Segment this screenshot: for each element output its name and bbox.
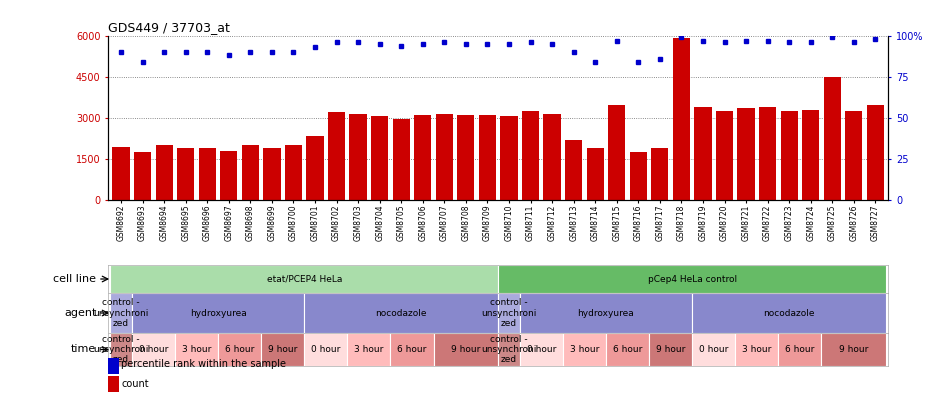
Bar [778, 333, 822, 366]
Text: nocodazole: nocodazole [763, 308, 815, 318]
Bar [110, 293, 132, 333]
Bar [220, 151, 238, 200]
Bar [738, 108, 755, 200]
Text: hydroxyurea: hydroxyurea [190, 308, 246, 318]
Bar [780, 111, 798, 200]
Bar [606, 333, 649, 366]
Bar [692, 293, 886, 333]
Bar [498, 333, 520, 366]
Bar [306, 135, 323, 200]
Bar [433, 333, 498, 366]
Bar [177, 148, 195, 200]
Bar [673, 38, 690, 200]
Text: 9 hour: 9 hour [656, 345, 685, 354]
Text: 3 hour: 3 hour [181, 345, 212, 354]
Text: 6 hour: 6 hour [613, 345, 642, 354]
Bar [132, 333, 175, 366]
Bar [263, 148, 280, 200]
Text: 3 hour: 3 hour [570, 345, 599, 354]
Bar [716, 111, 733, 200]
Text: 6 hour: 6 hour [785, 345, 815, 354]
Text: nocodazole: nocodazole [375, 308, 427, 318]
Bar [134, 152, 151, 200]
Text: 9 hour: 9 hour [839, 345, 869, 354]
Text: 3 hour: 3 hour [354, 345, 384, 354]
Text: 0 hour: 0 hour [699, 345, 728, 354]
Bar [735, 333, 778, 366]
Text: control -
unsynchroni
zed: control - unsynchroni zed [93, 298, 149, 328]
Text: cell line: cell line [54, 274, 97, 284]
Bar [522, 111, 540, 200]
Bar [328, 112, 345, 200]
Bar [198, 148, 216, 200]
Bar [759, 107, 776, 200]
Text: control -
unsynchroni
zed: control - unsynchroni zed [481, 335, 537, 364]
Bar [845, 111, 862, 200]
Bar [692, 333, 735, 366]
Bar [630, 152, 647, 200]
Bar [436, 114, 453, 200]
Bar [695, 107, 712, 200]
Text: control -
unsynchroni
zed: control - unsynchroni zed [93, 335, 149, 364]
Bar [110, 265, 498, 293]
Bar [608, 105, 625, 200]
Bar [305, 333, 348, 366]
Text: control -
unsynchroni
zed: control - unsynchroni zed [481, 298, 537, 328]
Text: 9 hour: 9 hour [451, 345, 480, 354]
Bar [350, 114, 367, 200]
Text: time: time [71, 345, 97, 354]
Bar [132, 293, 305, 333]
Text: percentile rank within the sample: percentile rank within the sample [121, 359, 287, 369]
Bar [498, 293, 520, 333]
Bar [285, 145, 302, 200]
Bar [110, 333, 132, 366]
Bar [113, 147, 130, 200]
Bar [218, 333, 261, 366]
Bar [823, 77, 841, 200]
Bar [543, 114, 560, 200]
Bar [498, 265, 886, 293]
Bar [822, 333, 886, 366]
Text: 3 hour: 3 hour [743, 345, 772, 354]
Text: agent: agent [64, 308, 97, 318]
Bar [651, 148, 668, 200]
Bar [348, 333, 390, 366]
Bar [867, 105, 884, 200]
Bar [415, 115, 431, 200]
Bar [520, 293, 692, 333]
Text: count: count [121, 379, 149, 389]
Bar [393, 119, 410, 200]
Bar [371, 116, 388, 200]
Bar [242, 145, 258, 200]
Bar [175, 333, 218, 366]
Bar [587, 148, 603, 200]
Bar [520, 333, 563, 366]
Text: pCep4 HeLa control: pCep4 HeLa control [648, 274, 737, 284]
Text: 0 hour: 0 hour [139, 345, 168, 354]
Text: etat/PCEP4 HeLa: etat/PCEP4 HeLa [267, 274, 342, 284]
Bar [802, 110, 820, 200]
Bar [390, 333, 433, 366]
Bar [563, 333, 606, 366]
Bar [457, 115, 475, 200]
Bar [478, 115, 496, 200]
Text: 0 hour: 0 hour [311, 345, 340, 354]
Text: 0 hour: 0 hour [526, 345, 556, 354]
Bar [565, 140, 582, 200]
Bar [305, 293, 498, 333]
Text: 6 hour: 6 hour [225, 345, 254, 354]
Bar [649, 333, 692, 366]
Bar [500, 116, 518, 200]
Text: 9 hour: 9 hour [268, 345, 297, 354]
Bar [155, 145, 173, 200]
Bar [261, 333, 305, 366]
Text: 6 hour: 6 hour [398, 345, 427, 354]
Text: hydroxyurea: hydroxyurea [577, 308, 634, 318]
Text: GDS449 / 37703_at: GDS449 / 37703_at [108, 21, 230, 34]
